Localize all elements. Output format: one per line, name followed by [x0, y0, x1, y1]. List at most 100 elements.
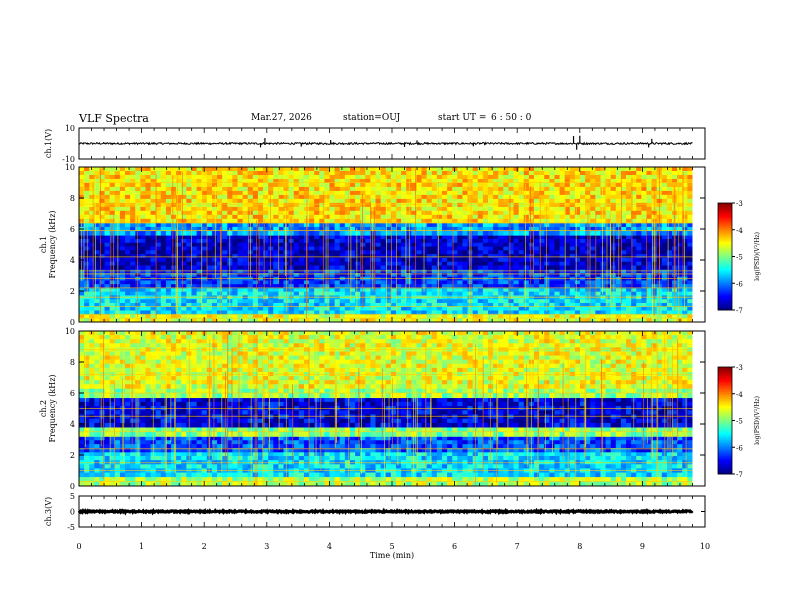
spectrogram-cell: [324, 178, 330, 184]
spectrogram-cell: [472, 284, 479, 289]
spectrogram-cell: [544, 261, 550, 266]
spectrogram-cell: [431, 231, 438, 236]
spectrogram-cell: [380, 210, 387, 216]
spectrogram-cell: [237, 226, 243, 232]
spectrogram-cell: [487, 190, 494, 196]
spectrogram-cell: [217, 242, 223, 247]
spectrogram-cell: [395, 182, 402, 188]
spectrogram-cell: [140, 182, 146, 188]
spectrogram-cell: [263, 210, 269, 216]
spectrogram-cell: [360, 210, 366, 216]
spectrogram-cell: [631, 299, 637, 304]
spectrogram-cell: [211, 280, 218, 285]
spectrogram-cell: [615, 202, 622, 208]
spectrogram-cell: [431, 250, 438, 255]
spectrogram-cell: [84, 238, 90, 244]
spectrogram-cell: [605, 314, 612, 319]
spectrogram-cell: [191, 198, 197, 204]
spectrogram-cell: [181, 214, 187, 220]
spectrogram-cell: [165, 190, 172, 196]
spectrogram-cell: [559, 198, 566, 204]
spectrogram-cell: [370, 314, 376, 319]
spectrogram-cell: [467, 250, 474, 255]
spectrogram-cell: [631, 238, 637, 244]
spectrogram-cell: [89, 318, 95, 323]
spectrogram-cell: [349, 202, 356, 208]
spectrogram-cell: [626, 287, 632, 293]
spectrogram-cell: [518, 310, 525, 315]
spectrogram-cell: [401, 235, 407, 240]
spectrogram-cell: [595, 174, 601, 180]
spectrogram-cell: [595, 287, 601, 293]
spectrogram-cell: [125, 222, 131, 228]
spectrogram-cell: [452, 182, 458, 188]
spectrogram-cell: [145, 269, 151, 274]
spectrogram-cell: [257, 218, 264, 224]
spectrogram-cell: [329, 242, 336, 247]
spectrogram-cell: [309, 269, 315, 274]
spectrogram-cell: [441, 186, 448, 192]
spectrogram-cell: [288, 273, 295, 278]
spectrogram-cell: [646, 257, 652, 263]
spectrogram-cell: [528, 302, 535, 308]
spectrogram-cell: [411, 299, 417, 304]
spectrogram-cell: [176, 257, 182, 263]
spectrogram-cell: [375, 242, 382, 247]
spectrogram-cell: [196, 238, 203, 244]
spectrogram-cell: [477, 238, 484, 244]
spectrogram-cell: [94, 226, 100, 232]
spectrogram-cell: [549, 190, 555, 196]
spectrogram-cell: [242, 170, 249, 176]
spectrogram-cell: [217, 186, 223, 192]
spectrogram-cell: [160, 198, 167, 204]
spectrogram-cell: [559, 306, 566, 311]
spectrogram-cell: [278, 299, 284, 304]
spectrogram-cell: [109, 194, 116, 200]
spectrogram-cell: [181, 302, 187, 308]
spectrogram-cell: [211, 206, 218, 212]
spectrogram-cell: [94, 269, 100, 274]
spectrogram-cell: [257, 284, 264, 289]
spectrogram-cell: [181, 190, 187, 196]
spectrogram-cell: [119, 222, 126, 228]
spectrogram-cell: [160, 318, 167, 323]
spectrogram-cell: [416, 269, 422, 274]
spectrogram-cell: [421, 190, 428, 196]
spectrogram-cell: [590, 202, 596, 208]
spectrogram-cell: [498, 218, 504, 224]
spectrogram-cell: [380, 306, 387, 311]
spectrogram-cell: [145, 238, 151, 244]
spectrogram-cell: [339, 206, 346, 212]
spectrogram-cell: [278, 167, 284, 172]
spectrogram-cell: [329, 231, 336, 236]
spectrogram-cell: [677, 291, 683, 296]
spectrogram-cell: [155, 269, 162, 274]
spectrogram-cell: [508, 190, 514, 196]
spectrogram-cell: [641, 302, 647, 308]
spectrogram-cell: [79, 302, 85, 308]
spectrogram-cell: [130, 170, 136, 176]
spectrogram-cell: [104, 218, 111, 224]
spectrogram-cell: [682, 222, 688, 228]
spectrogram-cell: [324, 318, 330, 323]
spectrogram-cell: [109, 265, 116, 270]
spectrogram-cell: [610, 198, 617, 204]
spectrogram-cell: [334, 202, 341, 208]
spectrogram-cell: [503, 299, 509, 304]
spectrogram-cell: [237, 254, 243, 259]
spectrogram-cell: [544, 194, 550, 200]
spectrogram-cell: [135, 310, 141, 315]
spectrogram-cell: [416, 284, 422, 289]
spectrogram-cell: [457, 186, 463, 192]
spectrogram-cell: [329, 310, 336, 315]
spectrogram-cell: [329, 287, 336, 293]
spectrogram-cell: [278, 231, 284, 236]
spectrogram-cell: [610, 318, 617, 323]
spectrogram-cell: [421, 314, 428, 319]
spectrogram-cell: [385, 250, 392, 255]
spectrogram-cell: [518, 273, 525, 278]
spectrogram-cell: [605, 310, 612, 315]
spectrogram-cell: [160, 226, 167, 232]
spectrogram-cell: [498, 269, 504, 274]
spectrogram-cell: [523, 287, 530, 293]
